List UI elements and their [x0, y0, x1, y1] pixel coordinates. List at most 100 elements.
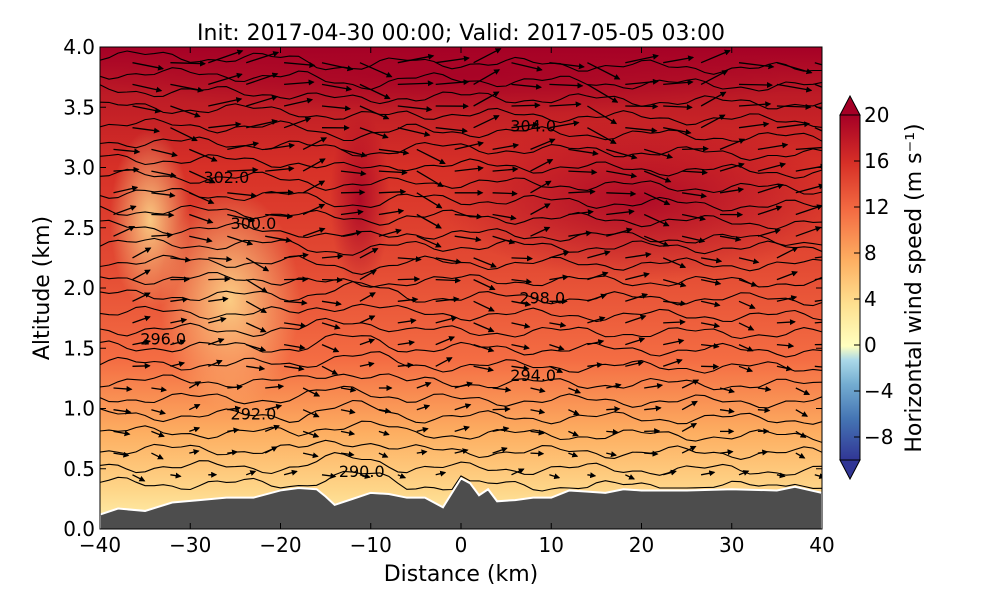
wind-arrow: [208, 97, 243, 107]
wind-arrow: [682, 192, 707, 199]
wind-arrow: [776, 365, 793, 372]
wind-arrow: [530, 226, 551, 237]
wind-arrow: [246, 343, 267, 352]
wind-arrow: [549, 343, 565, 351]
wind-arrow: [378, 169, 408, 176]
wind-arrow: [549, 62, 585, 70]
wind-arrow: [511, 102, 541, 109]
wind-arrow: [473, 69, 501, 85]
wind-arrow: [397, 473, 407, 479]
wind-arrow: [151, 386, 167, 393]
wind-arrow: [549, 473, 561, 480]
x-tick-label: 40: [809, 533, 834, 557]
wind-arrow: [682, 145, 709, 152]
wind-arrow: [189, 235, 213, 243]
wind-arrow: [757, 407, 771, 414]
wind-arrow: [492, 446, 508, 454]
wind-arrow: [416, 148, 446, 165]
wind-arrow: [378, 407, 392, 414]
wind-arrow: [340, 430, 356, 436]
wind-arrow: [587, 472, 597, 479]
wind-arrow: [511, 121, 540, 129]
wind-arrow: [113, 225, 136, 237]
wind-arrow: [757, 183, 784, 194]
wind-arrow: [264, 446, 278, 454]
wind-arrow: [132, 62, 164, 71]
wind-arrow: [776, 103, 812, 110]
wind-arrow: [719, 187, 745, 194]
wind-arrow: [132, 247, 152, 259]
isentrope-line: [100, 317, 822, 340]
wind-arrow: [245, 470, 257, 476]
wind-arrow: [568, 230, 593, 237]
wind-arrow: [227, 167, 259, 174]
wind-arrow: [397, 276, 421, 283]
wind-arrow: [492, 190, 518, 197]
wind-arrow: [549, 101, 582, 108]
wind-arrow: [113, 148, 141, 155]
wind-arrow: [283, 343, 306, 351]
wind-arrow: [587, 271, 609, 281]
wind-arrow: [681, 213, 706, 222]
isentrope-line: [100, 153, 822, 179]
wind-arrow: [643, 235, 670, 247]
wind-arrow: [814, 321, 822, 324]
wind-arrow: [492, 406, 511, 413]
wind-arrow: [663, 300, 687, 307]
wind-arrow: [719, 235, 742, 242]
isentrope-line: [100, 452, 822, 476]
wind-arrow: [454, 165, 484, 172]
wind-arrow: [302, 158, 326, 172]
wind-arrow: [511, 255, 533, 262]
wind-arrow: [435, 336, 456, 346]
wind-arrow: [625, 251, 652, 259]
wind-arrow: [795, 163, 822, 172]
wind-arrow: [132, 339, 151, 346]
isentrope-line: [100, 271, 822, 288]
wind-arrow: [662, 358, 683, 367]
isentrope-line: [100, 470, 822, 492]
wind-arrow: [189, 449, 200, 456]
wind-arrow: [113, 205, 137, 216]
wind-arrow: [302, 227, 326, 237]
wind-arrow: [643, 213, 670, 227]
wind-arrow: [359, 105, 390, 120]
wind-arrow: [795, 452, 806, 459]
wind-arrow: [549, 250, 570, 259]
wind-arrow: [681, 400, 698, 411]
wind-arrow: [700, 470, 716, 477]
wind-arrow: [700, 322, 721, 329]
wind-arrow: [227, 235, 254, 246]
x-tick-label: −10: [350, 533, 392, 557]
wind-arrow: [473, 365, 494, 373]
wind-arrow: [416, 449, 428, 456]
wind-arrow: [435, 470, 447, 477]
wind-arrow: [530, 387, 546, 394]
colorbar-tick-label: 8: [864, 241, 877, 265]
wind-arrow: [625, 293, 649, 302]
wind-arrow: [170, 83, 204, 93]
wind-arrow: [568, 430, 579, 437]
wind-arrow: [606, 227, 633, 237]
wind-arrow: [416, 235, 442, 248]
wind-arrow: [776, 83, 813, 93]
wind-arrow: [132, 269, 151, 281]
wind-arrow: [302, 203, 326, 216]
wind-arrow: [435, 55, 470, 64]
wind-arrow: [738, 121, 770, 129]
wind-arrow: [738, 365, 754, 373]
weak-wind-region: [160, 190, 300, 410]
wind-arrow: [189, 213, 214, 224]
x-axis-label: Distance (km): [384, 562, 539, 587]
wind-arrow: [340, 170, 367, 177]
wind-arrow: [397, 127, 431, 137]
wind-arrow: [682, 169, 708, 176]
wind-arrow: [795, 409, 809, 417]
wind-arrow: [776, 295, 798, 302]
wind-arrow: [776, 319, 796, 326]
wind-arrow: [302, 387, 321, 397]
wind-arrow: [776, 246, 799, 259]
wind-arrow: [208, 338, 225, 346]
wind-arrow: [511, 468, 525, 476]
wind-arrow: [454, 381, 473, 389]
